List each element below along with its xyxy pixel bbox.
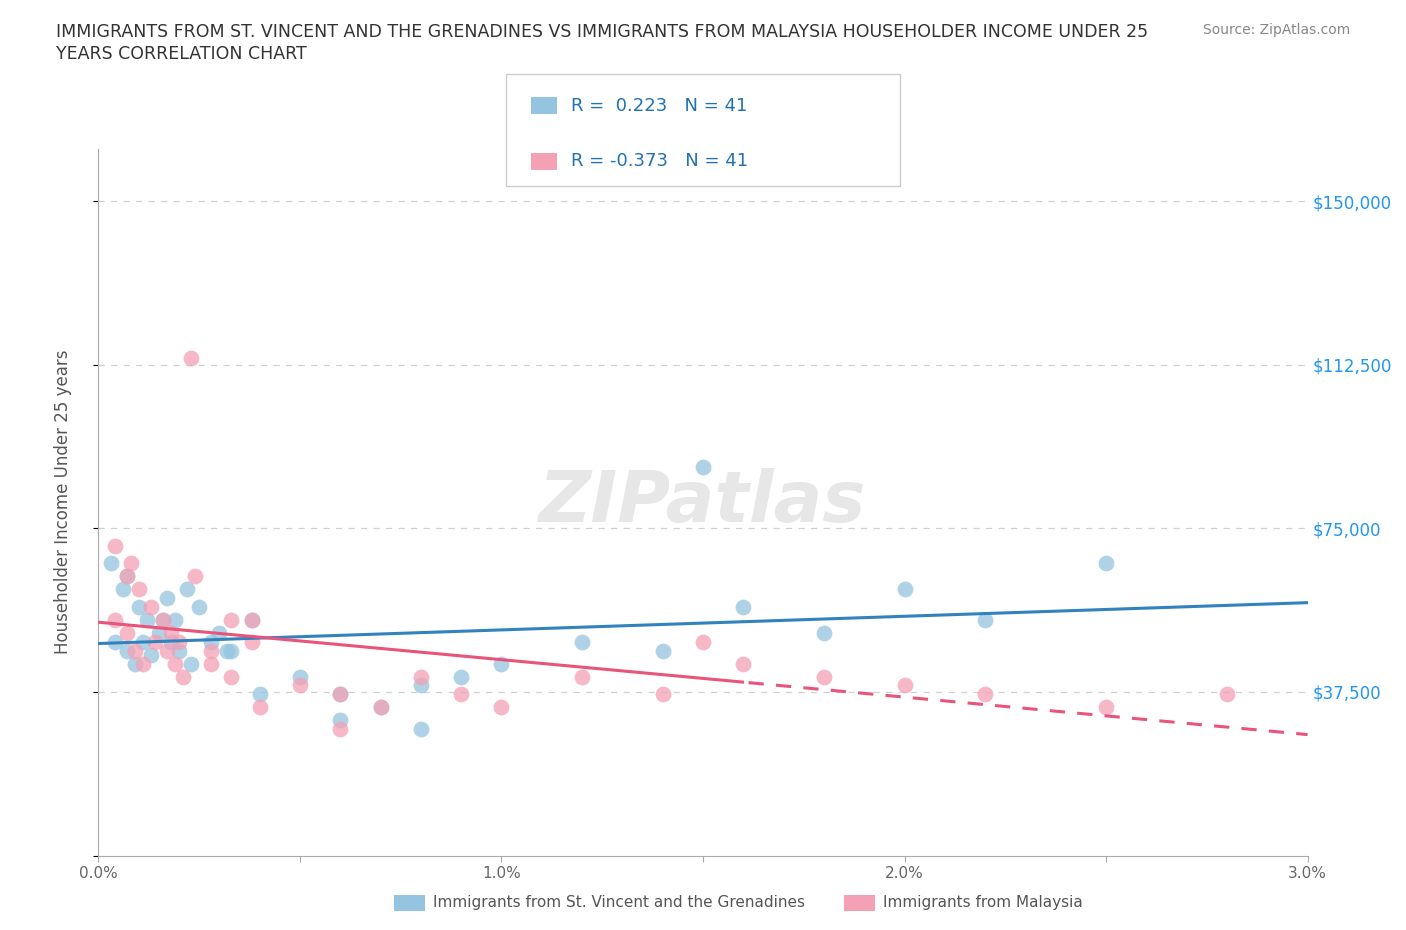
Point	[491, 699, 513, 714]
Text: R = -0.373   N = 41: R = -0.373 N = 41	[571, 153, 748, 170]
Text: YEARS CORRELATION CHART: YEARS CORRELATION CHART	[56, 45, 307, 62]
Point	[148, 626, 170, 641]
Point	[167, 644, 190, 658]
Point	[893, 678, 915, 693]
Point	[240, 613, 263, 628]
Point	[160, 634, 183, 649]
Point	[132, 657, 155, 671]
Point	[124, 657, 146, 671]
Point	[813, 626, 835, 641]
Point	[156, 591, 179, 605]
Point	[139, 600, 162, 615]
Point	[651, 644, 673, 658]
Point	[249, 686, 271, 701]
Point	[167, 634, 190, 649]
Point	[733, 657, 755, 671]
Point	[184, 569, 207, 584]
Point	[152, 613, 174, 628]
Point	[1095, 699, 1118, 714]
Point	[156, 644, 179, 658]
Point	[135, 613, 157, 628]
Point	[143, 634, 166, 649]
Point	[651, 686, 673, 701]
Point	[124, 644, 146, 658]
Point	[217, 644, 239, 658]
Point	[128, 582, 150, 597]
Point	[221, 613, 243, 628]
Point	[200, 657, 222, 671]
Point	[692, 459, 714, 474]
Point	[221, 644, 243, 658]
Point	[240, 613, 263, 628]
Point	[450, 686, 472, 701]
Point	[288, 670, 311, 684]
Point	[188, 600, 211, 615]
Point	[115, 569, 138, 584]
Point	[115, 569, 138, 584]
Point	[100, 556, 122, 571]
Text: Immigrants from Malaysia: Immigrants from Malaysia	[883, 895, 1083, 910]
Point	[1095, 556, 1118, 571]
Point	[115, 626, 138, 641]
Text: IMMIGRANTS FROM ST. VINCENT AND THE GRENADINES VS IMMIGRANTS FROM MALAYSIA HOUSE: IMMIGRANTS FROM ST. VINCENT AND THE GREN…	[56, 23, 1149, 41]
Point	[491, 657, 513, 671]
Point	[370, 699, 392, 714]
Point	[329, 686, 352, 701]
Point	[370, 699, 392, 714]
Point	[180, 657, 202, 671]
Text: Immigrants from St. Vincent and the Grenadines: Immigrants from St. Vincent and the Gren…	[433, 895, 806, 910]
Point	[1216, 686, 1239, 701]
Text: Source: ZipAtlas.com: Source: ZipAtlas.com	[1202, 23, 1350, 37]
Point	[974, 613, 997, 628]
Point	[329, 713, 352, 728]
Text: R =  0.223   N = 41: R = 0.223 N = 41	[571, 97, 747, 114]
Point	[240, 634, 263, 649]
Y-axis label: Householder Income Under 25 years: Householder Income Under 25 years	[53, 350, 72, 655]
Point	[160, 626, 183, 641]
Point	[329, 722, 352, 737]
Point	[111, 582, 134, 597]
Point	[132, 634, 155, 649]
Point	[200, 644, 222, 658]
Point	[450, 670, 472, 684]
Point	[893, 582, 915, 597]
Point	[288, 678, 311, 693]
Point	[733, 600, 755, 615]
Point	[152, 613, 174, 628]
Point	[139, 647, 162, 662]
Point	[409, 678, 432, 693]
Point	[120, 556, 142, 571]
Point	[103, 538, 125, 553]
Point	[163, 657, 186, 671]
Text: ZIPatlas: ZIPatlas	[540, 468, 866, 537]
Point	[692, 634, 714, 649]
Point	[172, 670, 194, 684]
Point	[329, 686, 352, 701]
Point	[163, 613, 186, 628]
Point	[208, 626, 231, 641]
Point	[180, 351, 202, 365]
Point	[103, 613, 125, 628]
Point	[571, 634, 593, 649]
Point	[813, 670, 835, 684]
Point	[409, 722, 432, 737]
Point	[571, 670, 593, 684]
Point	[128, 600, 150, 615]
Point	[176, 582, 198, 597]
Point	[974, 686, 997, 701]
Point	[249, 699, 271, 714]
Point	[221, 670, 243, 684]
Point	[103, 634, 125, 649]
Point	[115, 644, 138, 658]
Point	[200, 634, 222, 649]
Point	[409, 670, 432, 684]
